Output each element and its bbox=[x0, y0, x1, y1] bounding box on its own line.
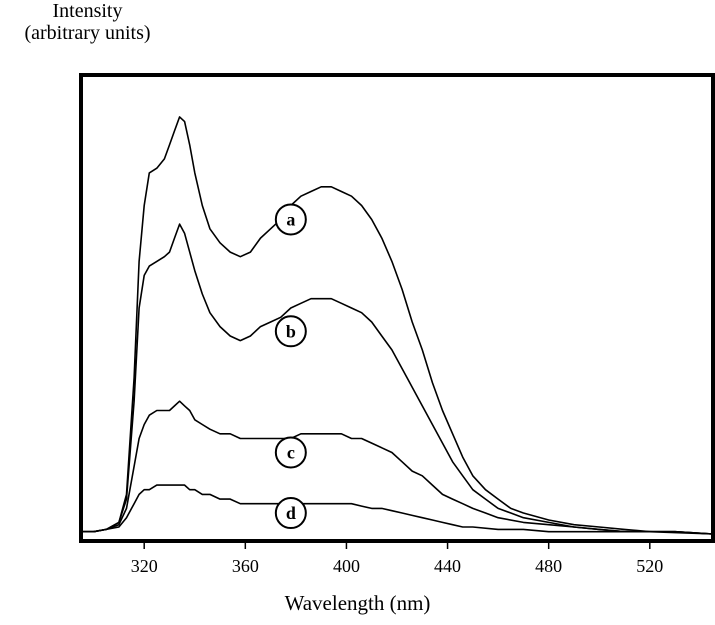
curve-label-a: a bbox=[274, 203, 307, 236]
plot-frame bbox=[79, 73, 715, 543]
curve-label-text: a bbox=[286, 209, 295, 229]
x-axis-label: Wavelength (nm) bbox=[284, 591, 431, 615]
x-tick-label: 400 bbox=[333, 556, 360, 576]
curve-labels: a b c d bbox=[274, 203, 307, 530]
curve-label-d: d bbox=[274, 497, 307, 530]
y-axis-label-line-1: Intensity bbox=[52, 0, 123, 22]
series-line-c bbox=[81, 400, 714, 535]
curve-label-c: c bbox=[274, 436, 307, 469]
curve-label-circle bbox=[274, 497, 307, 530]
series-layer bbox=[81, 116, 714, 535]
curve-label-text: b bbox=[286, 321, 296, 341]
curve-label-circle bbox=[274, 436, 307, 469]
x-tick-label: 480 bbox=[535, 556, 562, 576]
curve-label-b: b bbox=[274, 315, 307, 348]
curve-label-text: c bbox=[287, 442, 295, 462]
series-line-d bbox=[81, 484, 714, 535]
x-axis-ticks: 320 360 400 440 480 520 bbox=[131, 541, 663, 576]
curve-label-circle bbox=[274, 203, 307, 236]
y-axis-label-line-2: (arbitrary units) bbox=[24, 22, 151, 44]
series-line-b bbox=[81, 223, 714, 535]
curve-label-circle bbox=[274, 315, 307, 348]
x-tick-label: 520 bbox=[636, 556, 663, 576]
x-tick-label: 320 bbox=[131, 556, 158, 576]
series-line-a bbox=[81, 116, 714, 535]
x-tick-label: 360 bbox=[232, 556, 259, 576]
curve-label-text: d bbox=[286, 503, 296, 523]
x-tick-label: 440 bbox=[434, 556, 461, 576]
